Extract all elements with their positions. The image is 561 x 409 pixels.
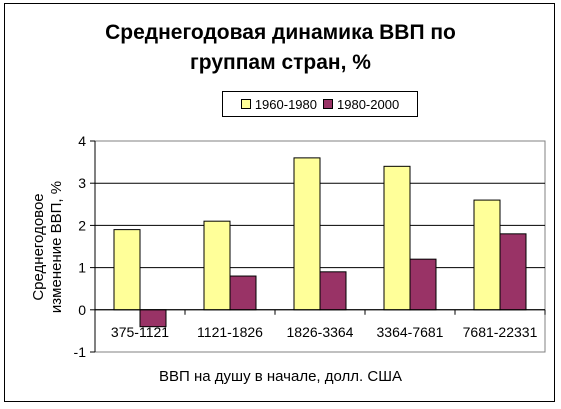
chart-legend: 1960-1980 1980-2000 [222, 91, 418, 117]
x-tick-label: 7681-22331 [463, 324, 538, 340]
y-tick-label: 3 [78, 175, 86, 191]
bar-series-2 [319, 271, 347, 311]
legend-item-series-1: 1960-1980 [240, 96, 317, 112]
chart-title: Среднегодовая динамика ВВП по группам ст… [0, 18, 561, 78]
chart-title-line-2: группам стран, % [190, 51, 371, 74]
x-tick-label: 3364-7681 [377, 324, 444, 340]
x-tick-label: 1826-3364 [287, 324, 354, 340]
x-tick-label: 1121-1826 [197, 324, 263, 340]
bar-series-2 [499, 233, 527, 311]
bar-series-1 [293, 157, 321, 311]
y-tick-label: 4 [78, 133, 86, 149]
bar-series-2 [409, 258, 437, 311]
bar-series-1 [113, 229, 141, 311]
legend-label-series-1: 1960-1980 [254, 96, 317, 112]
bar-series-1 [473, 199, 501, 311]
legend-label-series-2: 1980-2000 [337, 96, 400, 112]
chart-title-line-1: Среднегодовая динамика ВВП по [105, 21, 456, 44]
y-tick-label: -1 [74, 344, 87, 360]
legend-swatch-series-2 [323, 99, 333, 109]
y-tick-label: 2 [78, 217, 86, 233]
legend-item-series-2: 1980-2000 [323, 97, 399, 112]
y-tick-label: 1 [78, 260, 86, 276]
bar-series-2 [229, 275, 257, 311]
legend-swatch-series-1 [240, 99, 251, 109]
y-tick-label: 0 [78, 302, 86, 318]
x-tick-label: 375-1121 [111, 324, 169, 340]
x-axis-label: ВВП на душу в начале, долл. США [159, 368, 402, 385]
bar-series-1 [383, 165, 411, 311]
bar-series-1 [203, 220, 231, 311]
